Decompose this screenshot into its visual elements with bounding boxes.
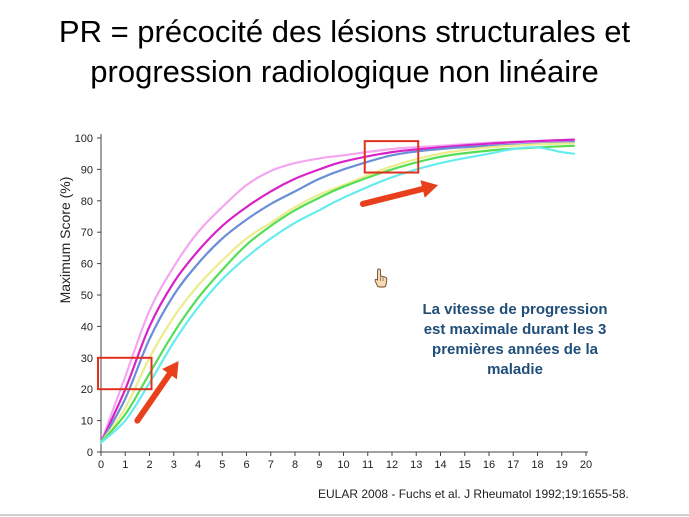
x-tick-label: 18 [531, 459, 543, 471]
x-tick-label: 13 [410, 459, 422, 471]
y-tick-label: 70 [81, 227, 93, 239]
x-tick-label: 8 [292, 459, 298, 471]
x-tick-label: 2 [146, 459, 152, 471]
x-tick-label: 11 [362, 459, 373, 471]
x-tick-label: 10 [337, 459, 349, 471]
annotation-line-3: premières années de la [432, 341, 598, 358]
slide-bottom-rule [0, 514, 689, 516]
x-tick-label: 15 [459, 459, 471, 471]
citation: EULAR 2008 - Fuchs et al. J Rheumatol 19… [318, 487, 629, 501]
series-line-2 [99, 138, 575, 444]
x-tick-label: 19 [556, 459, 568, 471]
x-tick-label: 12 [386, 459, 398, 471]
x-tick-label: 20 [580, 459, 592, 471]
trend-arrow-2 [359, 185, 426, 207]
y-tick-label: 50 [81, 290, 93, 302]
x-tick-label: 3 [171, 459, 177, 471]
y-tick-label: 90 [81, 164, 93, 176]
y-tick-label: 80 [81, 196, 93, 208]
y-tick-label: 30 [81, 353, 93, 365]
hand-pointer-icon [374, 268, 388, 288]
trend-arrow-1 [134, 371, 173, 424]
y-tick-label: 10 [81, 416, 93, 428]
x-tick-label: 6 [243, 459, 249, 471]
annotation-line-4: maladie [487, 361, 543, 378]
x-tick-label: 14 [434, 459, 446, 471]
series-line-3 [99, 141, 575, 444]
y-tick-label: 40 [81, 321, 93, 333]
highlight-box-1 [97, 356, 153, 391]
series-line-4 [99, 142, 575, 444]
highlight-box-2 [363, 140, 420, 174]
y-tick-label: 60 [81, 259, 93, 271]
x-tick-label: 4 [195, 459, 201, 471]
annotation-line-1: La vitesse de progression [422, 301, 608, 318]
series-line-5 [99, 144, 575, 444]
y-axis-label: Maximum Score (%) [57, 177, 73, 304]
chart-series [99, 138, 575, 444]
trend-arrow-head-1 [162, 360, 179, 380]
annotation-line-2: est maximale durant les 3 [423, 321, 607, 338]
x-tick-label: 7 [268, 459, 274, 471]
annotation-text: La vitesse de progression est maximale d… [392, 300, 638, 380]
title-line-1: PR = précocité des lésions structurales … [58, 14, 631, 49]
title-line-2: progression radiologique non linéaire [90, 54, 599, 89]
x-tick-label: 9 [316, 459, 322, 471]
y-tick-label: 0 [87, 447, 93, 459]
slide-title: PR = précocité des lésions structurales … [0, 12, 689, 92]
x-tick-label: 1 [122, 459, 128, 471]
x-tick-label: 16 [483, 459, 495, 471]
series-line-6 [99, 146, 575, 444]
y-tick-label: 20 [81, 384, 93, 396]
chart-overlays [97, 140, 439, 424]
trend-arrow-head-2 [420, 180, 439, 198]
x-tick-label: 5 [219, 459, 225, 471]
series-line-1 [99, 139, 575, 444]
x-tick-label: 17 [507, 459, 519, 471]
y-tick-label: 100 [75, 133, 93, 145]
x-tick-label: 0 [98, 459, 104, 471]
